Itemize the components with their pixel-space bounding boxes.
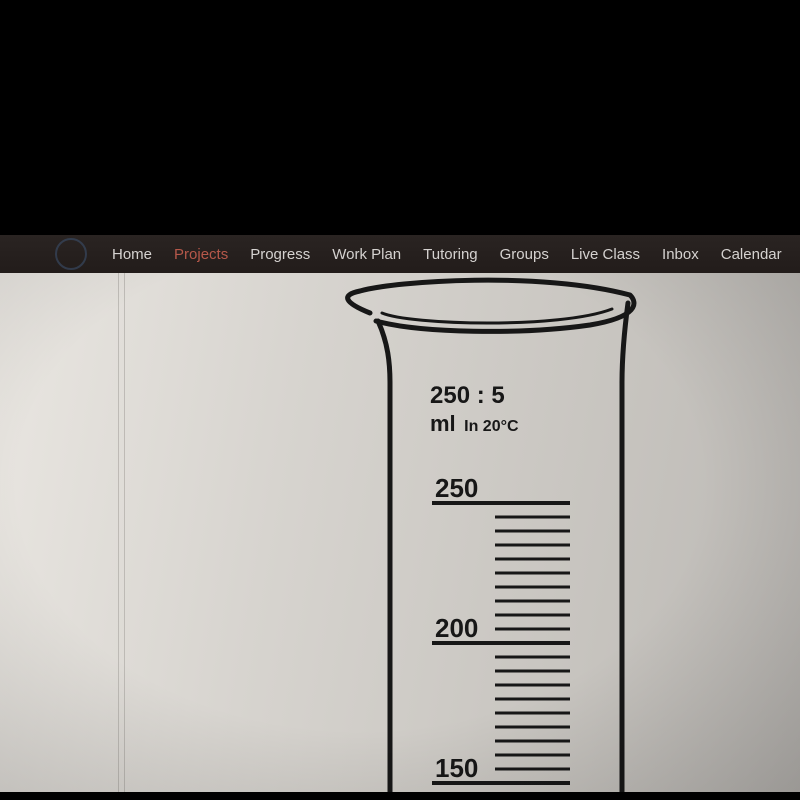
content-area: 250 : 5 ml In 20°C 250 200 150 [0,273,800,800]
graduated-cylinder-figure: 250 : 5 ml In 20°C 250 200 150 [340,273,760,800]
nav-item-tutoring[interactable]: Tutoring [423,246,477,263]
scale-label: 150 [435,753,478,783]
site-logo-icon [55,238,87,270]
nav-item-groups[interactable]: Groups [500,246,549,263]
nav-item-projects[interactable]: Projects [174,246,228,263]
cylinder-outline [348,280,634,800]
bottom-black-strip [0,792,800,800]
nav-item-inbox[interactable]: Inbox [662,246,699,263]
main-navbar: Home Projects Progress Work Plan Tutorin… [0,235,800,273]
guide-line-2 [124,273,125,800]
scale-label: 200 [435,613,478,643]
top-black-region [0,0,800,235]
guide-line-1 [118,273,119,800]
cylinder-svg: 250 : 5 ml In 20°C 250 200 150 [340,273,760,800]
nav-item-workplan[interactable]: Work Plan [332,246,401,263]
label-unit-line: ml In 20°C [430,411,519,436]
nav-item-liveclass[interactable]: Live Class [571,246,640,263]
scale-label: 250 [435,473,478,503]
nav-item-home[interactable]: Home [112,246,152,263]
nav-item-progress[interactable]: Progress [250,246,310,263]
navbar-items: Home Projects Progress Work Plan Tutorin… [112,246,782,263]
nav-item-calendar[interactable]: Calendar [721,246,782,263]
cylinder-scale: 250 200 150 [432,473,570,800]
label-ratio: 250 : 5 [430,382,505,409]
cylinder-label: 250 : 5 ml In 20°C [430,382,519,436]
